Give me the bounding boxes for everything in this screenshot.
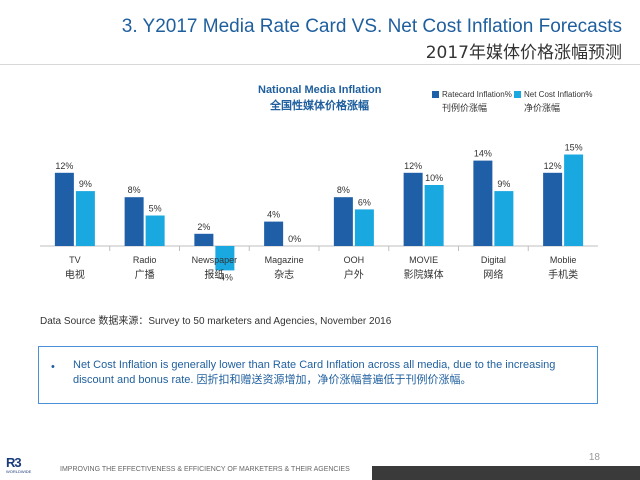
bar-net-cost-inflation--radio [145,215,165,246]
logo-subtext: WORLDWIDE [6,469,32,474]
r3-logo: R3 WORLDWIDE [6,456,40,476]
page-number: 18 [588,452,600,463]
category-label-digital: Digital [481,255,506,265]
legend-item-netcost: Net Cost Inflation% 净价涨幅 [514,90,592,114]
data-label-net-cost-inflation--tv: 9% [79,179,92,189]
category-label-movie: MOVIE [409,255,438,265]
data-label-net-cost-inflation--ooh: 6% [358,197,371,207]
data-label-net-cost-inflation--radio: 5% [149,204,162,214]
data-label-net-cost-inflation--digital: 9% [497,179,510,189]
legend-label-netcost-cn: 净价涨幅 [524,104,561,114]
data-label-ratecard-inflation--magazine: 4% [267,210,280,220]
data-label-ratecard-inflation--radio: 8% [128,185,141,195]
category-label-cn-ooh: 户外 [344,268,364,281]
bar-net-cost-inflation--tv [75,191,95,246]
category-label-cn-magazine: 杂志 [274,268,294,281]
bar-net-cost-inflation--movie [424,185,444,246]
data-label-ratecard-inflation--newspaper: 2% [197,222,210,232]
legend-label-netcost: Net Cost Inflation% [524,90,593,99]
bar-net-cost-inflation--moblie [564,154,584,246]
category-label-newspaper: Newspaper [192,255,238,265]
bar-ratecard-inflation--magazine [264,221,284,246]
category-label-cn-tv: 电视 [65,268,85,281]
bar-ratecard-inflation--radio [124,197,144,246]
category-label-moblie: Moblie [550,255,577,265]
bar-chart: 12% 9% TV 电视 8% 5% Radio 广播 2% -4% Newspaper 报纸 4% 0%… [40,143,598,282]
legend-label-ratecard: Ratecard Inflation% [442,90,512,99]
bar-ratecard-inflation--movie [403,172,423,246]
bar-net-cost-inflation--newspaper [215,246,235,271]
note-text: Net Cost Inflation is generally lower th… [73,359,556,386]
bar-net-cost-inflation--ooh [354,209,374,246]
bar-ratecard-inflation--moblie [543,172,563,246]
category-label-cn-moblie: 手机类 [548,268,578,281]
data-label-ratecard-inflation--movie: 12% [404,161,422,171]
bar-ratecard-inflation--ooh [333,197,353,246]
bar-ratecard-inflation--digital [473,160,493,246]
category-label-tv: TV [69,255,81,265]
category-label-ooh: OOH [344,255,365,265]
chart-title: National Media Inflation [258,84,382,96]
category-label-radio: Radio [133,255,157,265]
data-label-ratecard-inflation--ooh: 8% [337,185,350,195]
bar-ratecard-inflation--tv [54,172,74,246]
logo-mark: R3 [6,455,22,470]
data-label-net-cost-inflation--newspaper: -4% [217,272,233,282]
page-title: 3. Y2017 Media Rate Card VS. Net Cost In… [121,16,622,37]
data-label-ratecard-inflation--moblie: 12% [544,161,562,171]
data-label-net-cost-inflation--moblie: 15% [565,143,583,153]
category-label-cn-radio: 广播 [135,268,155,281]
category-label-cn-movie: 影院媒体 [404,268,444,281]
data-source: Data Source 数据来源：Survey to 50 marketers … [40,316,392,327]
legend-swatch-ratecard [432,91,439,99]
chart-subtitle: 全国性媒体价格涨幅 [270,99,369,112]
bar-ratecard-inflation--newspaper [194,233,214,246]
page-subtitle: 2017年媒体价格涨幅预测 [425,43,622,63]
data-label-net-cost-inflation--magazine: 0% [288,234,301,244]
header-divider [0,64,640,65]
footer-tagline: IMPROVING THE EFFECTIVENESS & EFFICIENCY… [60,466,350,473]
data-label-ratecard-inflation--digital: 14% [474,149,492,159]
legend-label-ratecard-cn: 刊例价涨幅 [442,104,488,114]
footer-bar [372,466,640,480]
legend-item-ratecard: Ratecard Inflation% 刊例价涨幅 [432,90,512,114]
data-label-ratecard-inflation--tv: 12% [55,161,73,171]
note-bullet: • [51,361,55,373]
note-box: • Net Cost Inflation is generally lower … [38,346,598,404]
category-label-cn-newspaper: 报纸 [204,268,224,281]
legend-swatch-netcost [514,91,521,99]
category-label-cn-digital: 网络 [483,268,503,281]
bar-net-cost-inflation--digital [494,191,514,246]
category-label-magazine: Magazine [265,255,304,265]
data-label-net-cost-inflation--movie: 10% [425,173,443,183]
